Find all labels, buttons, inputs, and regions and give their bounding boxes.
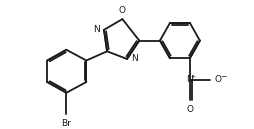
Text: +: + (191, 74, 196, 79)
Text: N: N (93, 25, 100, 34)
Text: O: O (119, 6, 126, 15)
Text: O: O (214, 75, 221, 84)
Text: N: N (186, 75, 193, 84)
Text: Br: Br (61, 119, 71, 128)
Text: −: − (220, 72, 226, 81)
Text: N: N (131, 54, 138, 63)
Text: O: O (186, 105, 193, 114)
